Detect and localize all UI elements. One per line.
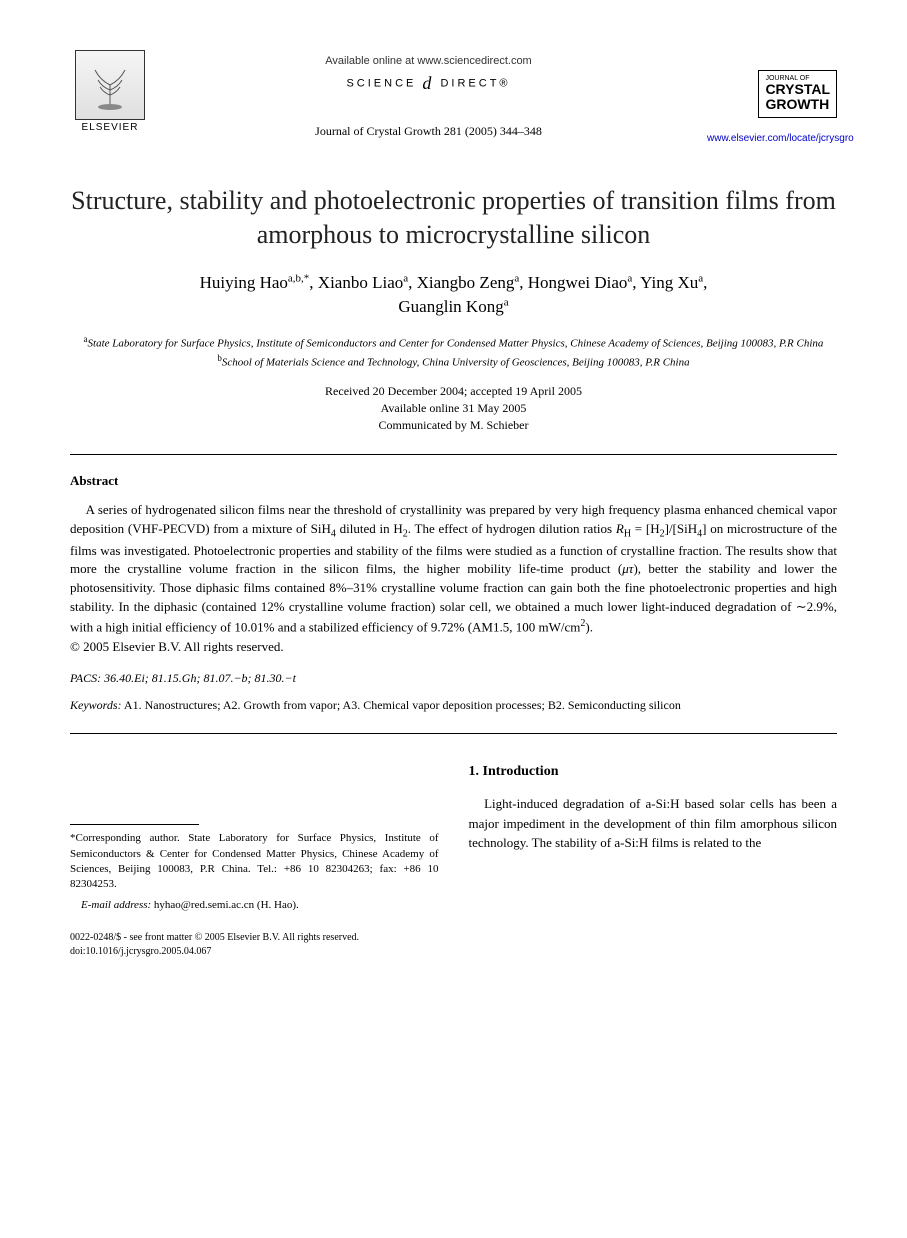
journal-name-2: GROWTH <box>765 97 830 112</box>
corresponding-author-footnote: *Corresponding author. State Laboratory … <box>70 831 439 893</box>
article-title: Structure, stability and photoelectronic… <box>70 184 837 252</box>
elsevier-tree-icon <box>75 50 145 120</box>
abstract-body: A series of hydrogenated silicon films n… <box>70 501 837 637</box>
journal-url: www.elsevier.com/locate/jcrysgro <box>707 133 837 144</box>
separator-top <box>70 454 837 455</box>
article-dates: Received 20 December 2004; accepted 19 A… <box>70 383 837 433</box>
communicated-by: Communicated by M. Schieber <box>70 417 837 434</box>
science-direct-at-icon: d <box>422 73 434 93</box>
elsevier-label: ELSEVIER <box>82 122 139 133</box>
received-date: Received 20 December 2004; accepted 19 A… <box>70 383 837 400</box>
footnote-rule <box>70 824 199 825</box>
elsevier-logo: ELSEVIER <box>70 50 150 140</box>
affiliation-a: aState Laboratory for Surface Physics, I… <box>70 333 837 352</box>
author-1: Huiying Haoa,b,* <box>200 273 310 292</box>
email-footnote: E-mail address: hyhao@red.semi.ac.cn (H.… <box>70 899 439 911</box>
authors-list: Huiying Haoa,b,*, Xianbo Liaoa, Xiangbo … <box>70 271 837 319</box>
science-direct-word1: SCIENCE <box>346 77 416 89</box>
online-date: Available online 31 May 2005 <box>70 400 837 417</box>
science-direct-word2: DIRECT® <box>440 77 510 89</box>
separator-bottom <box>70 733 837 734</box>
affiliations: aState Laboratory for Surface Physics, I… <box>70 333 837 371</box>
center-header: Available online at www.sciencedirect.co… <box>150 50 707 139</box>
keywords-text: A1. Nanostructures; A2. Growth from vapo… <box>124 698 681 712</box>
journal-reference: Journal of Crystal Growth 281 (2005) 344… <box>150 124 707 139</box>
author-4: Hongwei Diaoa <box>528 273 633 292</box>
pacs-line: PACS: 36.40.Ei; 81.15.Gh; 81.07.−b; 81.3… <box>70 671 837 686</box>
science-direct-logo: SCIENCE d DIRECT® <box>150 73 707 94</box>
available-online-text: Available online at www.sciencedirect.co… <box>150 55 707 67</box>
email-address: hyhao@red.semi.ac.cn (H. Hao). <box>154 899 299 911</box>
journal-logo: JOURNAL OF CRYSTAL GROWTH www.elsevier.c… <box>707 50 837 144</box>
doi-line: doi:10.1016/j.jcrysgro.2005.04.067 <box>70 945 837 959</box>
page-header: ELSEVIER Available online at www.science… <box>70 50 837 144</box>
author-5: Ying Xua <box>640 273 703 292</box>
front-matter-line: 0022-0248/$ - see front matter © 2005 El… <box>70 931 837 945</box>
journal-name-1: CRYSTAL <box>765 82 830 97</box>
pacs-codes: 36.40.Ei; 81.15.Gh; 81.07.−b; 81.30.−t <box>104 671 296 685</box>
keywords-label: Keywords: <box>70 698 122 712</box>
introduction-body: Light-induced degradation of a-Si:H base… <box>469 794 838 853</box>
author-3: Xiangbo Zenga <box>417 273 520 292</box>
keywords-line: Keywords: A1. Nanostructures; A2. Growth… <box>70 698 837 713</box>
abstract-heading: Abstract <box>70 473 837 489</box>
journal-logo-box: JOURNAL OF CRYSTAL GROWTH <box>758 70 837 118</box>
right-column: 1. Introduction Light-induced degradatio… <box>469 764 838 911</box>
introduction-heading: 1. Introduction <box>469 764 838 780</box>
affiliation-b: bSchool of Materials Science and Technol… <box>70 352 837 371</box>
author-6: Guanglin Konga <box>398 297 508 316</box>
author-2: Xianbo Liaoa <box>318 273 408 292</box>
left-column: *Corresponding author. State Laboratory … <box>70 764 439 911</box>
email-label: E-mail address: <box>81 899 151 911</box>
bottom-info: 0022-0248/$ - see front matter © 2005 El… <box>70 931 837 959</box>
copyright: © 2005 Elsevier B.V. All rights reserved… <box>70 639 837 655</box>
two-column-body: *Corresponding author. State Laboratory … <box>70 764 837 911</box>
pacs-label: PACS: <box>70 671 101 685</box>
